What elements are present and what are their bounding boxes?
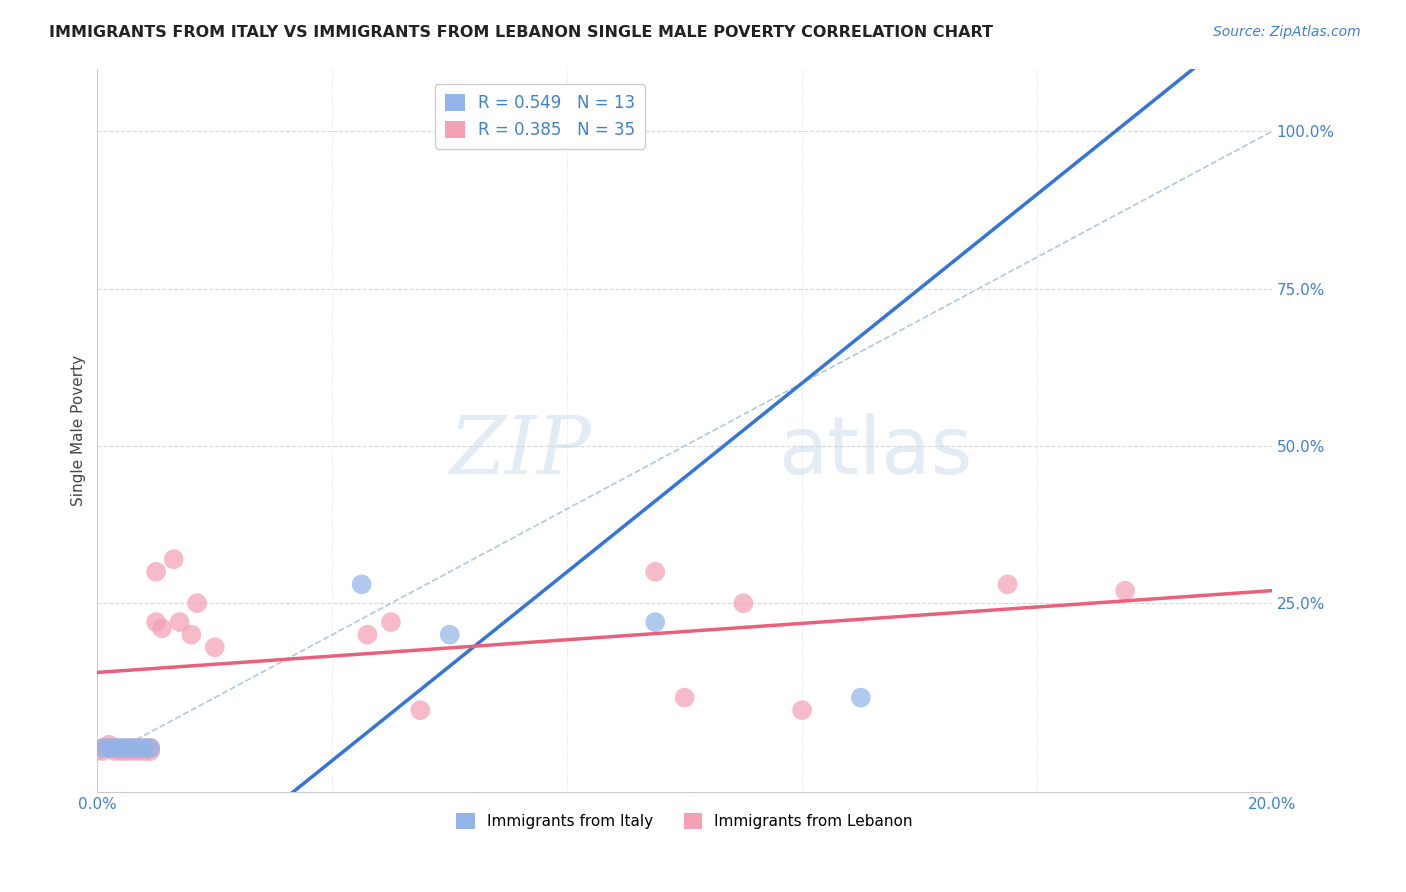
Point	[180, 628, 202, 642]
Point	[121, 744, 143, 758]
Point	[127, 740, 149, 755]
Point	[150, 621, 173, 635]
Point	[134, 740, 156, 755]
Point	[104, 744, 127, 758]
Legend: Immigrants from Italy, Immigrants from Lebanon: Immigrants from Italy, Immigrants from L…	[450, 806, 920, 835]
Text: ZIP: ZIP	[449, 413, 591, 491]
Point	[110, 740, 132, 755]
Text: IMMIGRANTS FROM ITALY VS IMMIGRANTS FROM LEBANON SINGLE MALE POVERTY CORRELATION: IMMIGRANTS FROM ITALY VS IMMIGRANTS FROM…	[49, 25, 993, 40]
Point	[644, 615, 666, 629]
Point	[91, 740, 114, 755]
Point	[98, 740, 121, 755]
Point	[139, 740, 162, 755]
Point	[91, 744, 114, 758]
Point	[790, 703, 813, 717]
Point	[98, 738, 121, 752]
Point	[104, 740, 127, 755]
Point	[127, 740, 149, 755]
Point	[139, 740, 162, 755]
Point	[997, 577, 1019, 591]
Point	[145, 565, 167, 579]
Point	[1114, 583, 1136, 598]
Point	[849, 690, 872, 705]
Point	[98, 740, 121, 755]
Point	[121, 740, 143, 755]
Point	[204, 640, 226, 655]
Point	[110, 744, 132, 758]
Text: Source: ZipAtlas.com: Source: ZipAtlas.com	[1213, 25, 1361, 39]
Point	[110, 740, 132, 755]
Point	[115, 740, 138, 755]
Point	[409, 703, 432, 717]
Point	[139, 744, 162, 758]
Point	[733, 596, 755, 610]
Point	[127, 744, 149, 758]
Point	[673, 690, 696, 705]
Point	[439, 628, 461, 642]
Point	[145, 615, 167, 629]
Point	[134, 744, 156, 758]
Point	[163, 552, 186, 566]
Point	[169, 615, 191, 629]
Point	[91, 740, 114, 755]
Point	[104, 740, 127, 755]
Point	[380, 615, 402, 629]
Point	[134, 740, 156, 755]
Point	[644, 565, 666, 579]
Y-axis label: Single Male Poverty: Single Male Poverty	[72, 355, 86, 506]
Point	[356, 628, 378, 642]
Point	[121, 740, 143, 755]
Point	[115, 744, 138, 758]
Text: atlas: atlas	[779, 413, 973, 491]
Point	[350, 577, 373, 591]
Point	[186, 596, 208, 610]
Point	[115, 740, 138, 755]
